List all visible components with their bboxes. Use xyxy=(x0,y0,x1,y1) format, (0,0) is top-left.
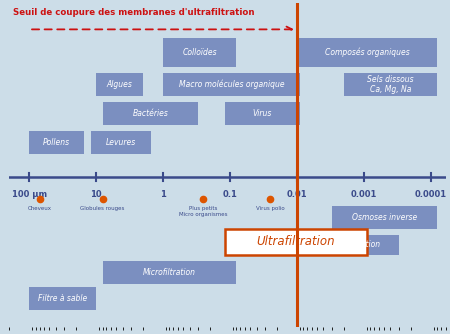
Text: Algues: Algues xyxy=(107,80,132,89)
Bar xyxy=(163,73,300,96)
Text: Virus polio: Virus polio xyxy=(256,206,284,211)
Text: Cheveux: Cheveux xyxy=(27,206,51,211)
Text: Sels dissous
Ca, Mg, Na: Sels dissous Ca, Mg, Na xyxy=(367,74,414,94)
Text: Globules rouges: Globules rouges xyxy=(81,206,125,211)
Text: 100 μm: 100 μm xyxy=(12,190,47,199)
Text: Nanofiltration: Nanofiltration xyxy=(329,240,381,249)
Text: Macro molécules organique: Macro molécules organique xyxy=(179,79,284,89)
Bar xyxy=(225,229,367,255)
Text: Levures: Levures xyxy=(106,138,136,147)
Text: Bactéries: Bactéries xyxy=(132,109,168,118)
Bar xyxy=(163,38,236,67)
Text: 0.0001: 0.0001 xyxy=(414,190,447,199)
Text: Virus: Virus xyxy=(252,109,272,118)
Bar xyxy=(225,102,300,125)
Text: 10: 10 xyxy=(90,190,102,199)
Text: Pollens: Pollens xyxy=(43,138,70,147)
Text: Filtre à sable: Filtre à sable xyxy=(38,294,87,303)
Text: 1: 1 xyxy=(160,190,166,199)
Text: Seuil de coupure des membranes d'ultrafiltration: Seuil de coupure des membranes d'ultrafi… xyxy=(14,8,255,17)
Bar xyxy=(29,131,84,154)
Text: Ultrafiltration: Ultrafiltration xyxy=(256,235,335,248)
Text: Plus petits
Micro organismes: Plus petits Micro organismes xyxy=(179,206,228,217)
Text: 0.1: 0.1 xyxy=(222,190,237,199)
Text: Microfiltration: Microfiltration xyxy=(143,268,196,277)
Text: Osmoses inverse: Osmoses inverse xyxy=(352,213,417,222)
Bar xyxy=(29,287,96,310)
Text: Composés organiques: Composés organiques xyxy=(324,48,410,57)
Bar xyxy=(332,206,437,229)
Bar xyxy=(103,102,198,125)
Bar xyxy=(344,73,437,96)
Bar xyxy=(297,38,437,67)
Text: Colloïdes: Colloïdes xyxy=(182,48,217,57)
Text: 0.001: 0.001 xyxy=(351,190,377,199)
Bar xyxy=(103,261,236,284)
Bar xyxy=(96,73,143,96)
Bar xyxy=(91,131,151,154)
Bar xyxy=(312,235,399,255)
Text: 0.01: 0.01 xyxy=(287,190,307,199)
